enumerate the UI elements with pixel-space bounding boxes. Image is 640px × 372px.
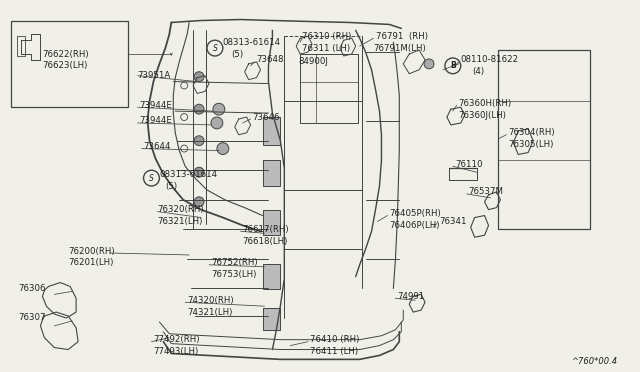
Text: 76405P(RH): 76405P(RH) [389,209,441,218]
Text: 76360J(LH): 76360J(LH) [459,110,507,119]
Text: 76791  (RH): 76791 (RH) [376,32,428,41]
Text: 73646: 73646 [253,113,280,122]
Text: 76360H(RH): 76360H(RH) [459,99,512,108]
Bar [17,36,24,56]
Text: 76752(RH): 76752(RH) [211,258,257,267]
Text: 84900J: 84900J [298,57,328,66]
Bar [499,50,589,230]
Text: (4): (4) [473,67,484,76]
Text: 76537M: 76537M [468,187,504,196]
Ellipse shape [194,72,204,81]
Bar [262,117,280,145]
Text: 76341: 76341 [439,217,467,226]
Text: S: S [212,44,218,52]
Text: 76311 (LH): 76311 (LH) [302,44,350,52]
Ellipse shape [194,167,204,177]
Text: 76201(LH): 76201(LH) [68,258,113,267]
Text: 74991: 74991 [397,292,424,301]
Ellipse shape [194,104,204,114]
Text: 76305(LH): 76305(LH) [508,140,554,149]
Ellipse shape [211,117,223,129]
Text: (5): (5) [165,182,177,190]
Text: 08313-61614: 08313-61614 [223,38,281,46]
Text: 76791M(LH): 76791M(LH) [374,44,426,52]
Text: 08110-81622: 08110-81622 [461,55,519,64]
Text: 76622(RH): 76622(RH) [42,49,89,58]
Text: 76406P(LH): 76406P(LH) [389,221,440,230]
Text: 74321(LH): 74321(LH) [187,308,232,317]
Text: B: B [450,61,456,70]
Bar [262,264,280,289]
Text: 76307: 76307 [19,314,46,323]
Text: 73951A: 73951A [138,71,171,80]
Text: 73648: 73648 [257,55,284,64]
Text: 76618(LH): 76618(LH) [243,237,288,246]
Bar [300,54,358,123]
Text: 76411 (LH): 76411 (LH) [310,347,358,356]
Text: 73644: 73644 [143,142,171,151]
Text: (5): (5) [231,49,243,58]
Bar [11,20,128,107]
Ellipse shape [424,59,434,69]
Text: 76410 (RH): 76410 (RH) [310,335,360,344]
Text: 76310 (RH): 76310 (RH) [302,32,351,41]
Text: 76200(RH): 76200(RH) [68,247,115,256]
Text: 76110: 76110 [455,160,483,169]
Ellipse shape [213,103,225,115]
Text: 77492(RH): 77492(RH) [154,335,200,344]
Text: ^760*00.4: ^760*00.4 [572,357,618,366]
Ellipse shape [194,136,204,145]
Text: 74320(RH): 74320(RH) [187,296,234,305]
Text: 73944E: 73944E [140,101,172,110]
Text: 76320(RH): 76320(RH) [157,205,204,214]
Bar [262,210,280,235]
Ellipse shape [217,142,228,154]
Text: 77493(LH): 77493(LH) [154,347,198,356]
Ellipse shape [194,197,204,207]
Text: 76617(RH): 76617(RH) [243,225,289,234]
Text: 08313-61614: 08313-61614 [159,170,218,179]
Text: S: S [149,174,154,183]
Bar [262,160,280,186]
Text: 76306: 76306 [19,284,46,293]
Text: 76321(LH): 76321(LH) [157,217,203,226]
Text: 76753(LH): 76753(LH) [211,270,257,279]
Bar [262,308,280,330]
Text: 73944E: 73944E [140,116,172,125]
Text: 76304(RH): 76304(RH) [508,128,555,137]
Text: 76623(LH): 76623(LH) [42,61,88,70]
